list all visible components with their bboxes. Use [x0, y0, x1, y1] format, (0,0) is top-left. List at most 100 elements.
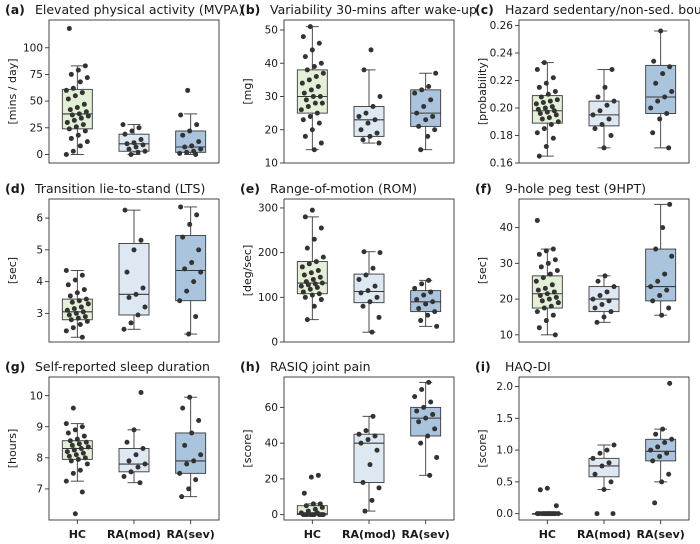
- data-point: [194, 212, 200, 218]
- data-point: [421, 404, 427, 410]
- data-point: [298, 107, 304, 113]
- data-point: [121, 326, 127, 332]
- y-tick-label: 30: [265, 91, 278, 103]
- data-point: [536, 251, 542, 257]
- data-point: [537, 487, 543, 493]
- data-point: [63, 421, 69, 427]
- data-point: [138, 390, 144, 396]
- plot-frame: [518, 376, 690, 521]
- data-point: [597, 108, 603, 114]
- data-point: [657, 116, 663, 122]
- data-point: [594, 319, 600, 325]
- data-point: [544, 291, 550, 297]
- panel-label: (c): [475, 2, 494, 17]
- data-point: [541, 305, 547, 311]
- data-point: [300, 117, 306, 123]
- data-point: [301, 90, 307, 96]
- data-point: [369, 329, 375, 335]
- data-point: [67, 293, 73, 299]
- data-point: [660, 71, 666, 77]
- data-point: [356, 431, 362, 437]
- data-point: [73, 124, 79, 130]
- data-point: [372, 283, 378, 289]
- data-point: [601, 145, 607, 151]
- data-point: [184, 149, 190, 155]
- data-point: [191, 458, 197, 464]
- data-point: [316, 291, 322, 297]
- data-point: [71, 447, 77, 453]
- data-point: [377, 93, 383, 99]
- data-point: [126, 458, 132, 464]
- data-point: [662, 94, 668, 100]
- data-point: [133, 291, 139, 297]
- data-point: [374, 294, 380, 300]
- data-point: [597, 293, 603, 299]
- data-point: [310, 93, 316, 99]
- data-point: [542, 105, 548, 111]
- y-tick-label: 25: [30, 122, 43, 134]
- data-point: [650, 298, 656, 304]
- box-rasev: [175, 235, 207, 302]
- data-point: [421, 103, 427, 109]
- data-point: [592, 126, 598, 132]
- x-tick-label: RA(sev): [402, 528, 450, 541]
- data-point: [67, 438, 73, 444]
- plot-frame: [48, 376, 220, 521]
- plot-frame: [518, 19, 690, 164]
- data-point: [365, 288, 371, 294]
- data-point: [81, 287, 87, 293]
- data-point: [553, 112, 559, 118]
- data-point: [83, 109, 89, 115]
- y-tick-label: 1.0: [496, 445, 513, 457]
- data-point: [669, 89, 675, 94]
- data-point: [374, 130, 380, 136]
- data-point: [77, 467, 83, 473]
- data-point: [81, 101, 87, 107]
- data-point: [544, 109, 550, 115]
- data-point: [358, 440, 364, 446]
- data-point: [128, 320, 134, 326]
- data-point: [550, 312, 556, 318]
- panel-label: (d): [5, 181, 25, 196]
- data-point: [433, 70, 439, 76]
- data-point: [79, 424, 85, 430]
- data-point: [658, 28, 664, 34]
- y-tick-label: 0: [271, 509, 278, 521]
- data-point: [667, 380, 673, 386]
- data-point: [534, 511, 540, 517]
- data-point: [611, 284, 617, 290]
- data-point: [655, 98, 661, 104]
- plot-frame: [283, 198, 455, 343]
- y-tick-label: 10: [30, 390, 43, 402]
- data-point: [597, 450, 603, 456]
- data-point: [319, 280, 325, 286]
- y-tick-label: 2.0: [496, 381, 513, 393]
- data-point: [548, 303, 554, 309]
- panel-title: Transition lie-to-stand (LTS): [34, 181, 205, 196]
- y-tick-label: 7: [36, 484, 43, 496]
- data-point: [365, 437, 371, 443]
- data-point: [361, 249, 367, 255]
- data-point: [358, 127, 364, 133]
- data-point: [547, 98, 553, 104]
- panel-label: (f): [475, 181, 492, 196]
- data-point: [311, 236, 317, 242]
- data-point: [309, 127, 315, 133]
- data-point: [594, 511, 600, 517]
- y-tick-label: 50: [30, 96, 43, 108]
- data-point: [554, 97, 560, 103]
- data-point: [653, 246, 659, 252]
- data-point: [307, 113, 313, 119]
- data-point: [541, 60, 547, 66]
- data-point: [129, 128, 135, 134]
- data-point: [180, 234, 186, 240]
- data-point: [193, 477, 199, 483]
- data-point: [303, 97, 309, 103]
- data-point: [549, 282, 555, 288]
- data-point: [546, 511, 552, 517]
- data-point: [552, 332, 558, 338]
- data-point: [85, 444, 91, 450]
- data-point: [63, 268, 69, 273]
- data-point: [68, 135, 74, 141]
